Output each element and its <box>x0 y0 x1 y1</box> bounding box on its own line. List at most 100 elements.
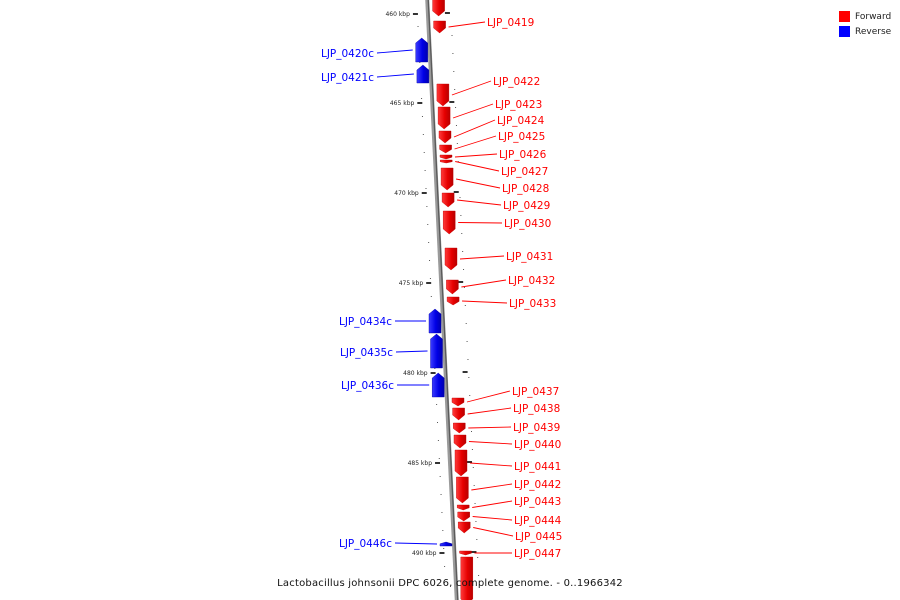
gene-arrow[interactable] <box>415 37 428 63</box>
gene-arrow[interactable] <box>437 106 451 130</box>
minor-dot <box>421 98 423 99</box>
gene-arrow[interactable] <box>428 308 442 334</box>
gene-arrow[interactable] <box>446 279 459 295</box>
minor-dot <box>457 161 459 162</box>
gene-arrow[interactable] <box>457 511 470 522</box>
leader-line <box>394 542 438 545</box>
gene-label[interactable]: LJP_0439 <box>513 422 560 434</box>
gene-arrow[interactable] <box>453 434 467 449</box>
gene-label[interactable]: LJP_0434c <box>339 316 392 328</box>
gene-arrow[interactable] <box>454 449 468 477</box>
gene-arrow[interactable] <box>430 333 443 369</box>
minor-dot <box>459 197 461 198</box>
minor-dot <box>454 89 456 90</box>
gene-label[interactable]: LJP_0426 <box>499 149 547 161</box>
leader-line <box>448 21 486 28</box>
tick-label: 480 kbp <box>403 370 428 377</box>
gene-label[interactable]: LJP_0421c <box>321 72 374 84</box>
gene-arrow[interactable] <box>416 64 430 84</box>
minor-dot <box>427 224 429 225</box>
minor-dot <box>474 503 476 504</box>
gene-arrow[interactable] <box>446 296 460 306</box>
minor-dot <box>473 485 475 486</box>
gene-arrow[interactable] <box>439 144 452 154</box>
gene-label[interactable]: LJP_0443 <box>514 496 561 508</box>
minor-dot <box>471 431 473 432</box>
minor-dot <box>471 449 473 450</box>
gene-label[interactable]: LJP_0419 <box>487 17 534 29</box>
legend-label-reverse: Reverse <box>855 26 892 37</box>
gene-label[interactable]: LJP_0445 <box>515 531 562 543</box>
gene-arrow[interactable] <box>439 154 453 160</box>
leader-line <box>454 135 497 150</box>
gene-label[interactable]: LJP_0429 <box>503 200 550 212</box>
gene-label[interactable]: LJP_0420c <box>321 48 374 60</box>
gene-label[interactable]: LJP_0432 <box>508 275 555 287</box>
gene-label[interactable]: LJP_0446c <box>339 538 392 550</box>
gene-label[interactable]: LJP_0433 <box>509 298 556 310</box>
gene-arrow[interactable] <box>457 504 470 511</box>
gene-label[interactable]: LJP_0422 <box>493 76 540 88</box>
minor-dot <box>422 134 424 135</box>
gene-label[interactable]: LJP_0424 <box>497 115 545 127</box>
gene-arrow[interactable] <box>444 247 458 271</box>
gene-arrow[interactable] <box>441 192 455 208</box>
gene-label[interactable]: LJP_0430 <box>504 218 551 230</box>
minor-dot <box>462 251 464 252</box>
minor-dot <box>469 395 471 396</box>
gene-label[interactable]: LJP_0447 <box>514 548 561 560</box>
gene-arrow[interactable] <box>451 397 465 407</box>
gene-label[interactable]: LJP_0427 <box>501 166 548 178</box>
minor-dot <box>441 512 443 513</box>
gene-label[interactable]: LJP_0435c <box>340 347 393 359</box>
gene-arrow[interactable] <box>440 167 454 191</box>
gene-label[interactable]: LJP_0431 <box>506 251 553 263</box>
legend-item-forward: Forward <box>839 9 891 24</box>
gene-arrow[interactable] <box>440 159 453 164</box>
minor-dot <box>472 467 474 468</box>
gene-arrow[interactable] <box>433 20 446 34</box>
gene-label[interactable]: LJP_0441 <box>514 461 561 473</box>
gene-label[interactable]: LJP_0438 <box>513 403 560 415</box>
gene-arrow[interactable] <box>458 521 471 534</box>
gene-label[interactable]: LJP_0436c <box>341 380 394 392</box>
minor-dot <box>425 188 427 189</box>
gene-arrow[interactable] <box>443 210 456 235</box>
gene-arrow[interactable] <box>453 422 466 434</box>
gene-arrow[interactable] <box>432 0 445 17</box>
legend-item-reverse: Reverse <box>839 24 891 39</box>
minor-dot <box>466 341 468 342</box>
minor-dot <box>424 170 426 171</box>
legend-label-forward: Forward <box>855 11 892 22</box>
leader-line <box>466 390 511 403</box>
gene-label[interactable]: LJP_0423 <box>495 99 542 111</box>
scale-ticks: 460 kbp 465 kbp 470 kbp 475 kbp 480 kbp 485 k… <box>385 11 477 557</box>
gene-label[interactable]: LJP_0440 <box>514 439 561 451</box>
minor-dot <box>429 260 431 261</box>
gene-arrow[interactable] <box>436 83 450 107</box>
gene-label[interactable]: LJP_0425 <box>498 131 545 143</box>
gene-label[interactable]: LJP_0444 <box>514 515 562 527</box>
gene-arrow[interactable] <box>439 541 453 547</box>
map-caption: Lactobacillus johnsonii DPC 6026, comple… <box>277 578 623 589</box>
gene-arrow[interactable] <box>456 476 469 504</box>
gene-label[interactable]: LJP_0437 <box>512 386 559 398</box>
gene-label[interactable]: LJP_0442 <box>514 479 561 491</box>
leader-line <box>469 462 513 467</box>
gene-arrow[interactable] <box>452 407 465 421</box>
leader-line <box>452 103 494 119</box>
gene-arrow[interactable] <box>459 550 472 556</box>
minor-dot <box>465 323 467 324</box>
minor-dot <box>430 296 432 297</box>
gene-label[interactable]: LJP_0428 <box>502 183 549 195</box>
gene-arrow[interactable] <box>432 372 445 398</box>
leader-line <box>472 500 513 508</box>
gene-arrow[interactable] <box>460 556 473 600</box>
leader-line <box>395 350 428 353</box>
gene-arrow[interactable] <box>438 130 452 144</box>
gene-features <box>415 0 473 600</box>
leader-line <box>376 73 414 78</box>
minor-dot <box>477 557 479 558</box>
minor-dot <box>440 494 442 495</box>
